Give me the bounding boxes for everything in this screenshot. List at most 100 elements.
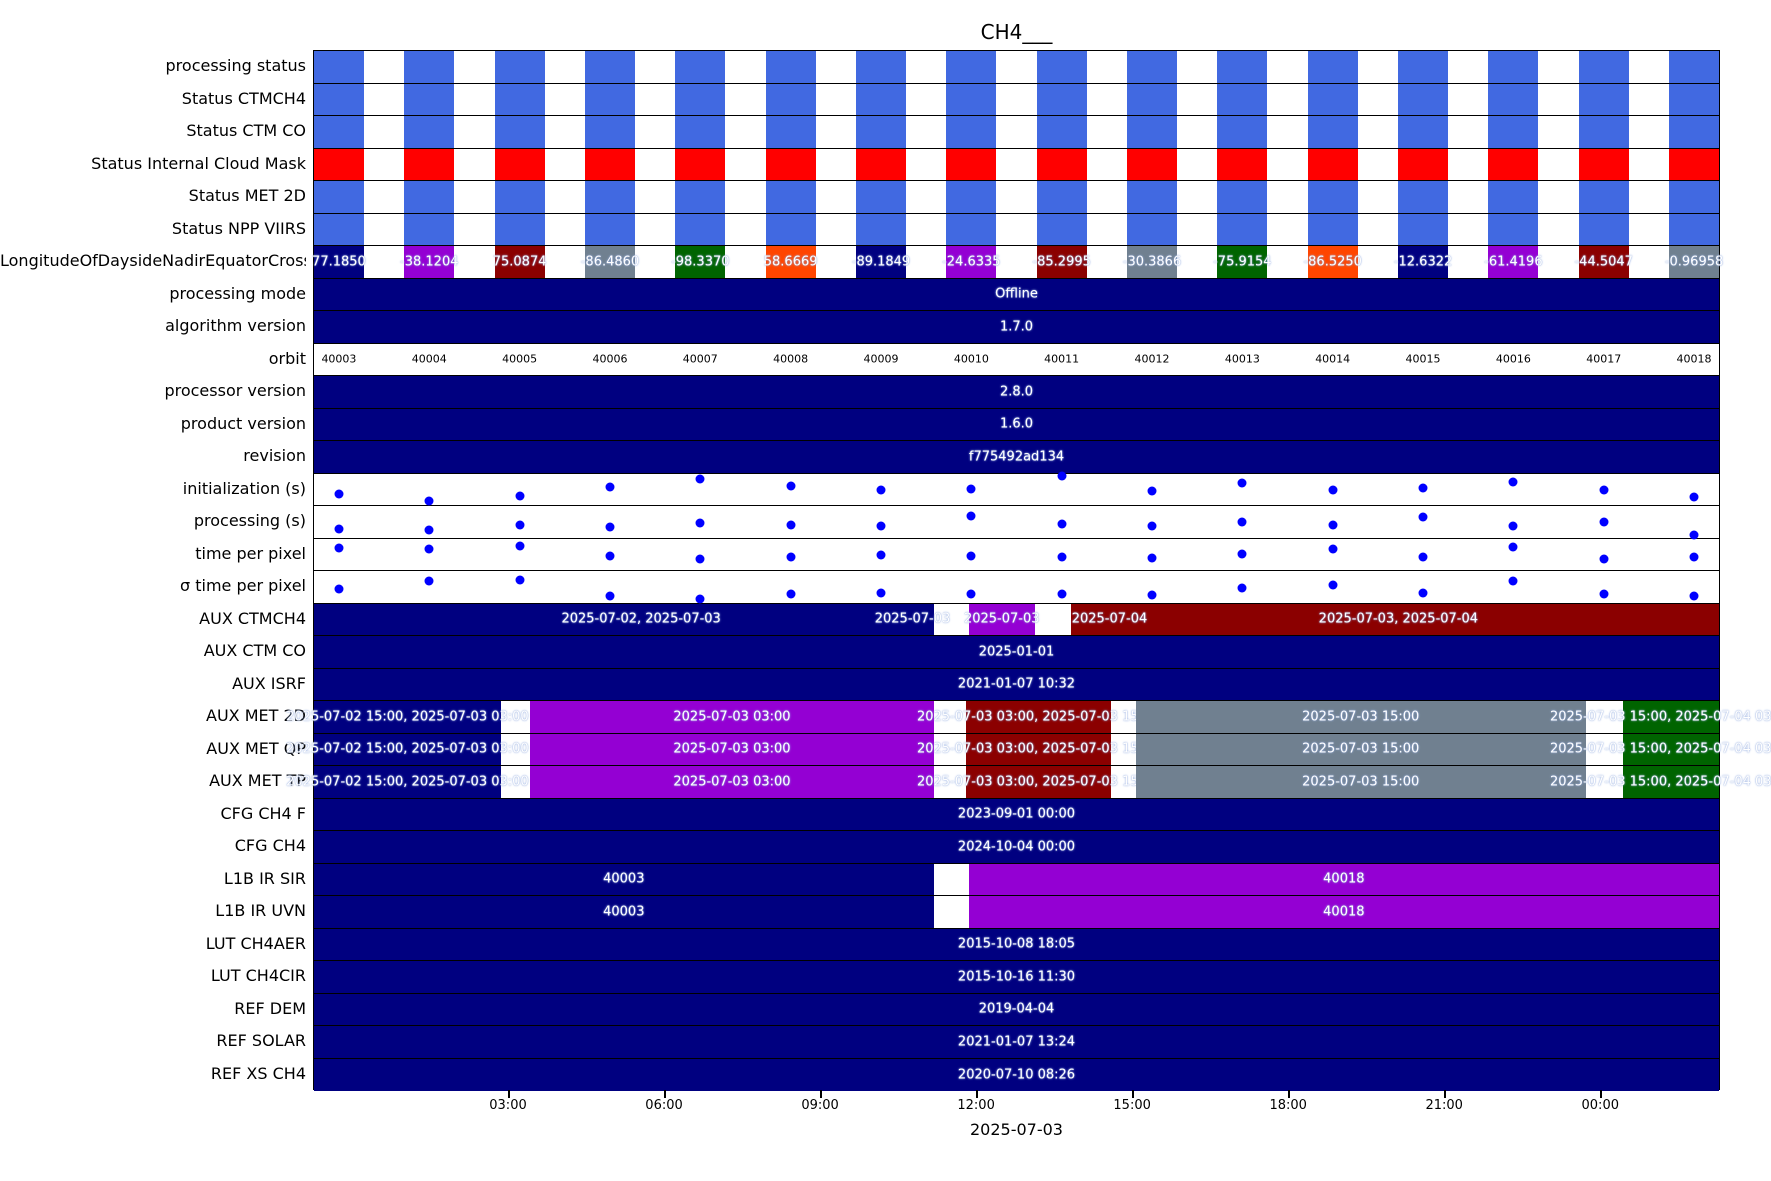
value-block-label: -75.9154	[1213, 254, 1272, 270]
status-block	[946, 148, 997, 180]
timeline-segment: 2025-07-03 15:00	[1135, 701, 1586, 733]
status-block	[1578, 83, 1629, 115]
row-ref-dem: 2019-04-04	[314, 993, 1719, 1026]
data-point	[1057, 519, 1067, 529]
status-block	[1217, 181, 1268, 213]
chart-title: CH4___	[980, 20, 1053, 44]
status-block	[585, 213, 635, 245]
data-point	[334, 524, 344, 534]
value-block: -98.3370	[671, 246, 730, 278]
row-label-initialization-s: initialization (s)	[182, 478, 306, 498]
x-axis-tick-label: 21:00	[1425, 1098, 1463, 1113]
timeline-segment: 2025-07-03 03:00	[530, 766, 934, 798]
data-point	[695, 518, 705, 528]
row-label-aux-met-qp: AUX MET QP	[206, 738, 306, 758]
status-block	[1669, 213, 1719, 245]
orbit-number: 40004	[411, 352, 447, 366]
status-block	[946, 51, 997, 83]
row-cfg-ch4-f: 2023-09-01 00:00	[314, 798, 1719, 831]
segment-label: 2025-07-03	[963, 611, 1040, 627]
data-point	[1147, 553, 1157, 563]
status-block	[675, 116, 726, 148]
data-point	[1328, 485, 1338, 495]
data-point	[424, 576, 434, 586]
row-lut-ch4cir: 2015-10-16 11:30	[314, 961, 1719, 994]
data-point	[1328, 580, 1338, 590]
orbit-number: 40015	[1405, 352, 1441, 366]
status-block	[765, 181, 816, 213]
status-block	[1398, 83, 1448, 115]
value-block-label: 58.6669	[763, 254, 818, 270]
row-value-text: 2021-01-07 13:24	[957, 1034, 1076, 1050]
row-label-status-ctm-co: Status CTM CO	[186, 121, 306, 140]
value-block-label: -86.4860	[580, 254, 640, 270]
status-block	[765, 83, 816, 115]
x-axis-tick-label: 03:00	[489, 1098, 527, 1113]
row-label-lut-ch4aer: LUT CH4AER	[205, 933, 306, 953]
row-aux-met-2d: 2025-07-02 15:00, 2025-07-03 03:00 2025-0…	[286, 701, 1771, 734]
segment-label: 2025-07-03 03:00, 2025-07-03 15:00	[916, 774, 1160, 790]
segment-label: 2025-07-03 15:00, 2025-07-04 03:00	[1549, 774, 1771, 790]
status-block	[1398, 181, 1448, 213]
data-point	[515, 575, 525, 585]
status-block	[1669, 83, 1719, 115]
timeline-segment: 40018	[968, 863, 1719, 895]
data-point	[515, 541, 525, 551]
data-point	[876, 485, 886, 495]
status-block	[1036, 181, 1087, 213]
data-point	[695, 594, 705, 604]
timeline-segment: 2025-07-03	[964, 603, 1040, 635]
row-label-l1b-ir-sir: L1B IR SIR	[223, 868, 306, 888]
timeline-segment: 2025-07-04 2025-07-03, 2025-07-04	[1071, 603, 1719, 635]
row-aux-isrf: 2021-01-07 10:32	[314, 668, 1719, 701]
segment-label: 2025-07-03 15:00, 2025-07-04 03:00	[1549, 741, 1771, 757]
segment-label: 40018	[1323, 904, 1365, 920]
status-block	[765, 213, 816, 245]
status-block	[404, 83, 455, 115]
row-ref-solar: 2021-01-07 13:24	[314, 1026, 1719, 1059]
data-point	[1599, 485, 1609, 495]
value-block-label: -89.1849	[851, 254, 911, 270]
row-label-time-per-pixel: σ time per pixel	[180, 576, 306, 595]
status-block	[675, 181, 726, 213]
row-label-product-version: product version	[180, 413, 306, 433]
status-block	[1488, 148, 1539, 180]
data-point	[1147, 590, 1157, 600]
data-point	[1599, 517, 1609, 527]
data-point	[1508, 542, 1518, 552]
status-block	[404, 213, 455, 245]
row-l1b-ir-uvn: 40003 40018	[314, 896, 1719, 929]
status-block	[1578, 148, 1629, 180]
x-axis-tick-mark	[1132, 1090, 1134, 1098]
status-block	[1127, 213, 1177, 245]
status-block	[494, 116, 545, 148]
row-label-processor-version: processor version	[164, 381, 306, 400]
value-block-label: -30.3866	[1122, 254, 1182, 270]
row-ref-xs-ch4: 2020-07-10 08:26	[314, 1058, 1719, 1091]
segment-label: 2025-07-03 15:00	[1302, 774, 1420, 790]
status-block	[1217, 83, 1268, 115]
data-point	[786, 589, 796, 599]
row-aux-met-tp: 2025-07-02 15:00, 2025-07-03 03:00 2025-0…	[286, 766, 1771, 799]
row-aux-ctm-co: 2025-01-01	[314, 636, 1719, 669]
data-point	[1689, 591, 1699, 601]
status-block	[585, 83, 635, 115]
segment-label: 40018	[1323, 871, 1365, 887]
row-processing-s	[314, 506, 1719, 540]
value-block: -24.6335	[942, 246, 1001, 278]
row-label-longitudeofdaysidenadirequatorcrossing: LongitudeOfDaysideNadirEquatorCrossing	[0, 251, 306, 270]
x-axis-tick-label: 12:00	[957, 1098, 995, 1113]
row-value-text: 2023-09-01 00:00	[957, 806, 1076, 822]
data-point	[876, 521, 886, 531]
status-block	[585, 181, 635, 213]
status-block	[1127, 83, 1177, 115]
status-block	[1398, 148, 1448, 180]
status-block	[494, 83, 545, 115]
status-block	[675, 213, 726, 245]
status-block	[1578, 51, 1629, 83]
segment-label: 2025-07-04	[1071, 611, 1148, 627]
status-block	[675, 83, 726, 115]
row-value-text: 2024-10-04 00:00	[957, 839, 1076, 855]
row-label-processing-s: processing (s)	[193, 511, 306, 530]
